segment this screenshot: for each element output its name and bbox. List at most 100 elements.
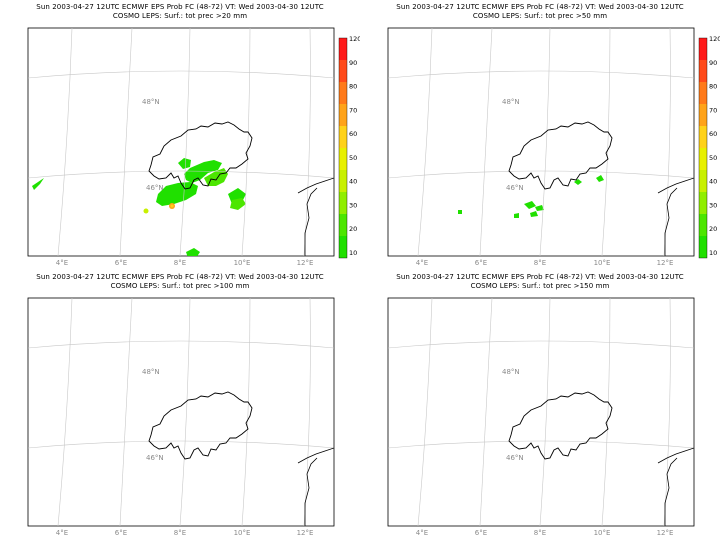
- colorbar-segment: [339, 236, 347, 258]
- parallel-line: [388, 340, 694, 349]
- meridian-line: [119, 298, 133, 526]
- map-frame: [387, 27, 695, 257]
- meridian-line: [663, 298, 671, 526]
- lat-label-46n: 46°N: [506, 184, 524, 192]
- colorbar-tick-label: 70: [709, 106, 717, 114]
- lon-label: 4°E: [416, 529, 428, 537]
- map-layer: [388, 28, 694, 256]
- meridian-line: [663, 28, 671, 256]
- parallel-line: [28, 70, 334, 79]
- precip-area: [186, 248, 200, 256]
- panel-title-line2: COSMO LEPS: Surf.: tot prec >50 mm: [472, 12, 608, 20]
- map-layer: [388, 298, 694, 526]
- map-layer: [28, 28, 334, 256]
- colorbar-tick-label: 10: [709, 249, 717, 257]
- colorbar-segment: [699, 192, 707, 214]
- colorbar-segment: [339, 148, 347, 170]
- lat-label-48n: 48°N: [502, 368, 520, 376]
- lon-label: 4°E: [416, 259, 428, 267]
- map-canvas: 48°N 46°N 4°E 6°E 8°E 10°E 12°E: [27, 297, 335, 537]
- lon-label: 6°E: [475, 259, 487, 267]
- parallel-line: [388, 440, 694, 449]
- precip-area: [530, 211, 538, 217]
- meridian-line: [417, 298, 433, 526]
- precip-area: [230, 198, 246, 210]
- colorbar-tick-label: 90: [349, 59, 357, 67]
- lon-label: 10°E: [594, 259, 611, 267]
- colorbar-tick-label: 20: [709, 225, 717, 233]
- precip-area: [596, 175, 604, 182]
- meridian-line: [57, 28, 73, 256]
- map-panel-prec-50mm: Sun 2003-04-27 12UTC ECMWF EPS Prob FC (…: [360, 0, 720, 270]
- precip-area: [32, 178, 44, 190]
- lon-label: 10°E: [594, 529, 611, 537]
- colorbar-tick-label: 80: [709, 83, 717, 91]
- lon-label: 4°E: [56, 259, 68, 267]
- colorbar-tick-label: 30: [709, 201, 717, 209]
- lat-label-46n: 46°N: [146, 184, 164, 192]
- colorbar-segment: [339, 214, 347, 236]
- precip-area: [178, 158, 191, 169]
- coastline: [297, 177, 334, 256]
- meridian-line: [417, 28, 433, 256]
- colorbar-tick-label: 10: [349, 249, 357, 257]
- meridian-line: [539, 298, 551, 526]
- meridian-line: [119, 28, 133, 256]
- precip-area: [156, 182, 198, 206]
- colorbar-tick-label: 50: [349, 154, 357, 162]
- lon-label: 6°E: [115, 529, 127, 537]
- colorbar-frame: [698, 37, 708, 259]
- meridian-line: [241, 28, 251, 256]
- precip-area: [524, 201, 536, 209]
- lon-label: 10°E: [234, 529, 251, 537]
- colorbar-segment: [699, 214, 707, 236]
- colorbar-segment: [699, 126, 707, 148]
- lon-label: 12°E: [657, 529, 674, 537]
- colorbar-tick-label: 40: [709, 178, 717, 186]
- precip-area: [535, 205, 544, 211]
- meridian-line: [479, 298, 493, 526]
- map-panel-prec-150mm: Sun 2003-04-27 12UTC ECMWF EPS Prob FC (…: [360, 270, 720, 540]
- colorbar-segment: [699, 60, 707, 82]
- colorbar-tick-label: 20: [349, 225, 357, 233]
- lon-label: 6°E: [115, 259, 127, 267]
- map-panel-prec-100mm: Sun 2003-04-27 12UTC ECMWF EPS Prob FC (…: [0, 270, 360, 540]
- precip-max: [170, 204, 174, 208]
- lat-label-46n: 46°N: [506, 454, 524, 462]
- switzerland-border: [148, 391, 253, 460]
- colorbar-tick-label: 120: [349, 35, 360, 43]
- panel-title-line1: Sun 2003-04-27 12UTC ECMWF EPS Prob FC (…: [396, 273, 684, 281]
- lat-label-46n: 46°N: [146, 454, 164, 462]
- lon-label: 12°E: [297, 529, 314, 537]
- lon-label: 8°E: [534, 259, 546, 267]
- switzerland-border: [148, 121, 253, 190]
- map-layer: [28, 298, 334, 526]
- meridian-line: [601, 298, 611, 526]
- panel-title-line1: Sun 2003-04-27 12UTC ECMWF EPS Prob FC (…: [36, 3, 324, 11]
- colorbar-segment: [339, 104, 347, 126]
- meridian-line: [179, 298, 191, 526]
- map-canvas: 48°N 46°N 4°E 6°E 8°E 10°E 12°E 120 90 80 70 60 50 40…: [387, 27, 720, 267]
- colorbar-segment: [699, 104, 707, 126]
- colorbar-segment: [339, 170, 347, 192]
- lon-label: 8°E: [174, 259, 186, 267]
- lat-label-48n: 48°N: [142, 368, 160, 376]
- colorbar-segment: [699, 236, 707, 258]
- meridian-line: [179, 28, 191, 256]
- colorbar-segment: [339, 38, 347, 60]
- meridian-line: [303, 28, 311, 256]
- panel-title-line1: Sun 2003-04-27 12UTC ECMWF EPS Prob FC (…: [396, 3, 684, 11]
- switzerland-border: [508, 391, 613, 460]
- colorbar-frame: [338, 37, 348, 259]
- colorbar-segment: [699, 82, 707, 104]
- coastline: [297, 447, 334, 526]
- lon-label: 12°E: [657, 259, 674, 267]
- meridian-line: [539, 28, 551, 256]
- panel-title-line1: Sun 2003-04-27 12UTC ECMWF EPS Prob FC (…: [36, 273, 324, 281]
- map-canvas: 48°N 46°N 4°E 6°E 8°E 10°E 12°E: [387, 297, 695, 537]
- parallel-line: [28, 340, 334, 349]
- colorbar-tick-label: 60: [349, 130, 357, 138]
- map-frame: [27, 297, 335, 527]
- colorbar-segment: [699, 38, 707, 60]
- precip-area: [184, 160, 222, 183]
